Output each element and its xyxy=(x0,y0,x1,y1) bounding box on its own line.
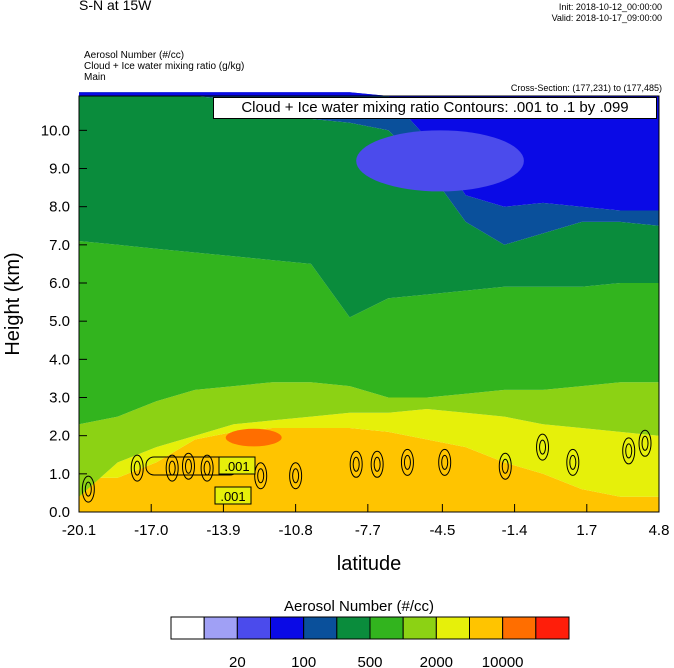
x-tick-label: 1.7 xyxy=(576,522,597,539)
colorbar-swatch xyxy=(402,616,437,640)
cloud-contour xyxy=(638,429,652,457)
colorbar-swatch xyxy=(170,616,205,640)
y-tick-label: 2.0 xyxy=(49,428,70,445)
band-darkgreen xyxy=(79,92,659,318)
colorbar-label: 20 xyxy=(229,654,246,668)
colorbar-swatch xyxy=(203,616,238,640)
contour-label-box xyxy=(214,486,252,505)
colorbar-swatch xyxy=(369,616,404,640)
colorbar-swatch xyxy=(502,616,537,640)
x-tick-label: -10.8 xyxy=(279,522,313,539)
y-tick-label: 4.0 xyxy=(49,351,70,368)
cloud-contours: .001 .001 xyxy=(81,429,652,505)
x-tick-label: -20.1 xyxy=(62,522,96,539)
cloud-contour xyxy=(498,452,512,480)
colorbar-swatch xyxy=(336,616,371,640)
cloud-contour-inner xyxy=(625,443,633,459)
cloud-contour-inner xyxy=(641,435,649,451)
y-tick-label: 1.0 xyxy=(49,466,70,483)
colorbar-label: 500 xyxy=(357,654,382,668)
cloud-contour-inner xyxy=(133,460,141,476)
y-tick-label: 7.0 xyxy=(49,237,70,254)
cloud-contour-inner xyxy=(84,481,92,497)
x-tick-label: -13.9 xyxy=(206,522,240,539)
colorbar: 20 100 500 2000 10000 xyxy=(170,616,570,668)
contour-value-label: .001 xyxy=(218,456,256,475)
y-axis: 0.0 1.0 2.0 3.0 4.0 5.0 6.0 7.0 8.0 9.0 10.0 xyxy=(41,122,87,521)
cloud-contour xyxy=(349,450,363,478)
aerosol-field xyxy=(79,92,659,512)
y-tick-label: 9.0 xyxy=(49,161,70,178)
contour-info-box: Cloud + Ice water mixing ratio Contours:… xyxy=(213,97,657,119)
cloud-contour-inner xyxy=(441,454,449,470)
cloud-contour xyxy=(536,433,550,461)
cloud-contour xyxy=(200,454,214,482)
cloud-contour-inner xyxy=(292,468,300,484)
field-line-cloud: Cloud + Ice water mixing ratio (g/kg) xyxy=(84,61,245,72)
colorbar-label: 2000 xyxy=(420,654,453,668)
cloud-contour xyxy=(165,454,179,482)
cloud-contour-inner xyxy=(352,456,360,472)
contour-label-text: .001 xyxy=(224,459,249,474)
contour-label-text: .001 xyxy=(220,489,245,504)
init-time: Init: 2018-10-12_00:00:00 xyxy=(558,2,662,12)
cloud-contour-inner xyxy=(569,454,577,470)
colorbar-label: 10000 xyxy=(482,654,524,668)
cloud-contour-inner xyxy=(373,456,381,472)
field-line-main: Main xyxy=(84,72,106,83)
cloud-contour xyxy=(622,437,636,465)
y-tick-label: 10.0 xyxy=(41,122,70,139)
cloud-contour xyxy=(566,448,580,476)
x-tick-label: -4.5 xyxy=(429,522,455,539)
colorbar-swatch xyxy=(236,616,271,640)
cloud-contour xyxy=(81,475,95,503)
y-tick-label: 0.0 xyxy=(49,504,70,521)
cloud-contour-inner xyxy=(539,439,547,455)
x-tick-label: -1.4 xyxy=(502,522,528,539)
x-axis: -20.1 -17.0 -13.9 -10.8 -7.7 -4.5 -1.4 1.7 4.8 xyxy=(62,504,670,539)
cloud-contour-inner xyxy=(501,458,509,474)
y-tick-label: 3.0 xyxy=(49,390,70,407)
band-red-blob xyxy=(225,428,282,447)
colorbar-swatch xyxy=(435,616,471,640)
x-tick-label: -7.7 xyxy=(355,522,381,539)
cloud-contour xyxy=(289,462,303,490)
cloud-contour xyxy=(130,454,144,482)
colorbar-swatch xyxy=(469,616,504,640)
cloud-contour-inner xyxy=(257,468,265,484)
cross-section-label: Cross-Section: (177,231) to (177,485) xyxy=(510,83,662,93)
field-line-aerosol: Aerosol Number (#/cc) xyxy=(84,50,185,61)
band-yellowgreen xyxy=(79,382,659,497)
cloud-contour-inner xyxy=(403,454,411,470)
contour-label-box xyxy=(218,456,256,475)
contour-value-label: .001 xyxy=(214,486,252,505)
cloud-contour xyxy=(254,462,268,490)
colorbar-swatch xyxy=(535,616,570,640)
band-yellow xyxy=(79,409,659,497)
x-axis-label: latitude xyxy=(337,553,402,575)
cloud-contour xyxy=(438,448,452,476)
plot-frame xyxy=(78,95,660,513)
cloud-contour xyxy=(181,452,195,480)
valid-time: Valid: 2018-10-17_09:00:00 xyxy=(551,13,662,23)
y-tick-label: 5.0 xyxy=(49,313,70,330)
band-lightblue-blob xyxy=(356,130,524,192)
colorbar-swatch xyxy=(303,616,338,640)
cloud-contour-inner xyxy=(184,458,192,474)
colorbar-title: Aerosol Number (#/cc) xyxy=(284,598,435,615)
y-tick-label: 8.0 xyxy=(49,199,70,216)
colorbar-swatch xyxy=(270,616,305,640)
cloud-contour xyxy=(400,448,414,476)
y-tick-label: 6.0 xyxy=(49,275,70,292)
colorbar-label: 100 xyxy=(291,654,316,668)
x-tick-label: 4.8 xyxy=(649,522,670,539)
x-tick-label: -17.0 xyxy=(134,522,168,539)
page-title: S-N at 15W xyxy=(79,0,152,13)
band-blue xyxy=(79,92,659,211)
cloud-contour xyxy=(370,450,384,478)
y-axis-label: Height (km) xyxy=(2,252,24,355)
band-midblue xyxy=(79,92,659,245)
